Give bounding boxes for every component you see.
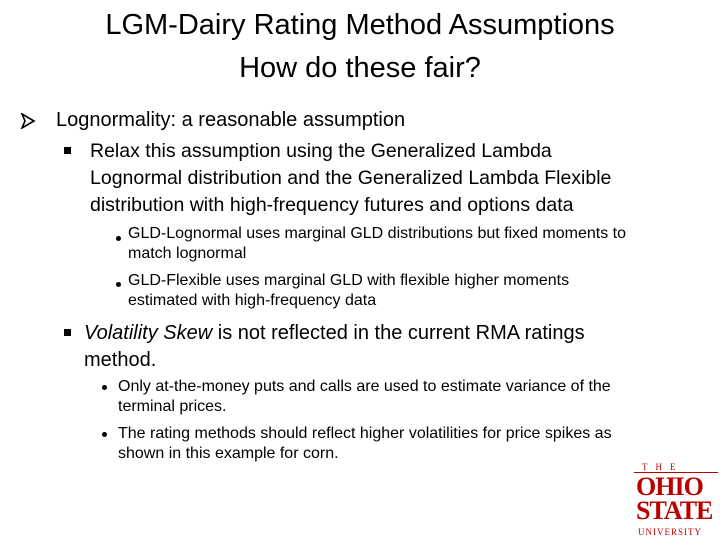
relax-assumption-text: Relax this assumption using the Generali… [90,138,611,219]
bullet-lognormality: Lognormality: a reasonable assumption [56,109,406,131]
dot-bullet-icon [102,432,107,437]
gld-flexible-line-1: GLD-Flexible uses marginal GLD with flex… [128,272,570,289]
logo-rule [634,472,718,473]
volatility-skew-term: Volatility Skew [84,322,213,344]
relax-line-2: Lognormal distribution and the Generaliz… [90,167,612,189]
volatility-line-2: method. [84,349,157,371]
square-bullet-icon [64,329,71,336]
rating-methods-item: The rating methods should reflect higher… [118,424,612,464]
logo-the: THE [642,462,684,472]
title-line-1: LGM-Dairy Rating Method Assumptions [105,9,615,41]
ohio-state-logo: THE OHIO STATE UNIVERSITY [634,461,718,539]
gld-flexible-line-2: estimated with high-frequency data [128,292,377,309]
relax-line-3: distribution with high-frequency futures… [90,194,574,216]
relax-line-1: Relax this assumption using the Generali… [90,140,552,162]
volatility-rest: is not reflected in the current RMA rati… [212,322,585,344]
atm-line-2: terminal prices. [118,398,227,415]
gld-lognormal-line-2: match lognormal [128,245,247,262]
title-line-2: How do these fair? [239,52,481,84]
logo-state: STATE [636,496,713,525]
rating-line-1: The rating methods should reflect higher… [118,425,612,442]
volatility-skew-text: Volatility Skew is not reflected in the … [84,320,585,374]
gld-flexible-item: GLD-Flexible uses marginal GLD with flex… [128,271,569,311]
logo-ohio: OHIO [636,472,704,501]
volatility-line-1: Volatility Skew is not reflected in the … [84,320,585,347]
dot-bullet-icon [102,385,107,390]
atm-item: Only at-the-money puts and calls are use… [118,377,611,417]
square-bullet-icon [64,147,71,154]
dot-bullet-icon [116,282,121,287]
arrow-bullet-icon [20,113,36,129]
slide-title: LGM-Dairy Rating Method Assumptions How … [0,4,720,90]
dot-bullet-icon [116,236,121,241]
atm-line-1: Only at-the-money puts and calls are use… [118,378,611,395]
gld-lognormal-item: GLD-Lognormal uses marginal GLD distribu… [128,224,626,264]
rating-line-2: shown in this example for corn. [118,445,339,462]
logo-university: UNIVERSITY [638,527,702,537]
gld-lognormal-line-1: GLD-Lognormal uses marginal GLD distribu… [128,225,626,242]
